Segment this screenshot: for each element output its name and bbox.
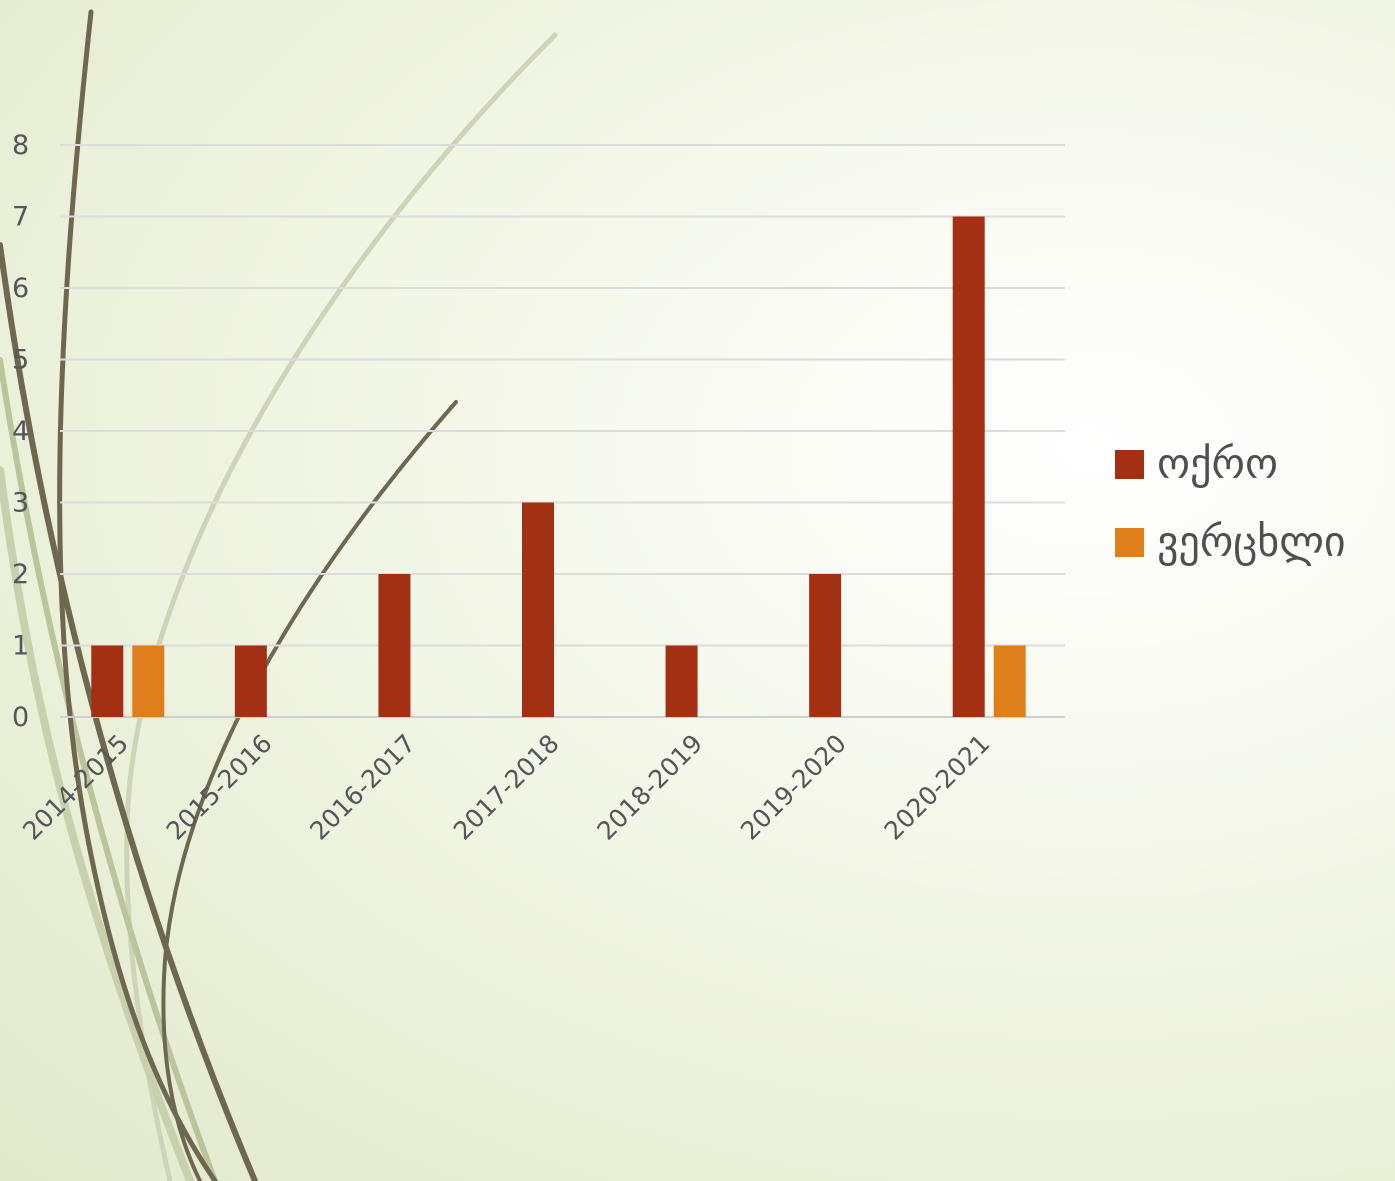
- decorative-curves: [0, 9, 558, 1181]
- decor-curve-dark-3: [161, 400, 458, 1181]
- bar-gold-2018-2019: [665, 645, 698, 717]
- decor-curve-dark-2: [0, 242, 258, 1181]
- y-tick-label: 3: [12, 488, 29, 519]
- y-tick-label: 7: [12, 202, 29, 233]
- x-tick-label: 2017-2018: [448, 729, 565, 846]
- bar-gold-2016-2017: [378, 574, 411, 717]
- bar-gold-2014-2015: [91, 645, 124, 717]
- decor-curve-dark-1: [57, 9, 218, 1181]
- y-tick-label: 4: [12, 416, 29, 447]
- legend-label-gold: ოქრო: [1157, 439, 1278, 488]
- bar-gold-2020-2021: [952, 216, 985, 717]
- x-tick-label: 2018-2019: [591, 729, 708, 846]
- y-tick-label: 5: [12, 345, 29, 376]
- bar-gold-2017-2018: [522, 502, 554, 717]
- bar-gold-2015-2016: [234, 645, 267, 717]
- bar-silver-2014-2015: [132, 645, 165, 717]
- y-tick-label: 8: [12, 130, 29, 161]
- x-tick-label: 2016-2017: [304, 729, 421, 846]
- y-tick-label: 1: [12, 631, 29, 662]
- decor-curve-light-2: [0, 466, 194, 1181]
- legend-label-silver: ვერცხლი: [1157, 517, 1346, 566]
- decor-curve-light-3: [0, 357, 218, 1181]
- legend-swatch-silver: [1115, 528, 1144, 557]
- legend: ოქრო ვერცხლი: [1115, 439, 1346, 566]
- gridlines: [60, 144, 1065, 718]
- y-tick-label: 6: [12, 273, 29, 304]
- x-tick-label: 2019-2020: [735, 729, 852, 846]
- y-tick-label: 0: [12, 702, 29, 733]
- y-axis: 0 1 2 3 4 5 6 7 8: [12, 130, 29, 733]
- x-tick-label: 2015-2016: [161, 729, 278, 846]
- x-axis: 2014-2015 2015-2016 2016-2017 2017-2018 2018…: [17, 729, 995, 846]
- x-tick-label: 2020-2021: [879, 729, 996, 846]
- bar-gold-2019-2020: [809, 574, 842, 717]
- bar-silver-2020-2021: [993, 645, 1026, 717]
- y-tick-label: 2: [12, 559, 29, 590]
- legend-swatch-gold: [1115, 450, 1144, 479]
- plot-area: [91, 216, 1026, 717]
